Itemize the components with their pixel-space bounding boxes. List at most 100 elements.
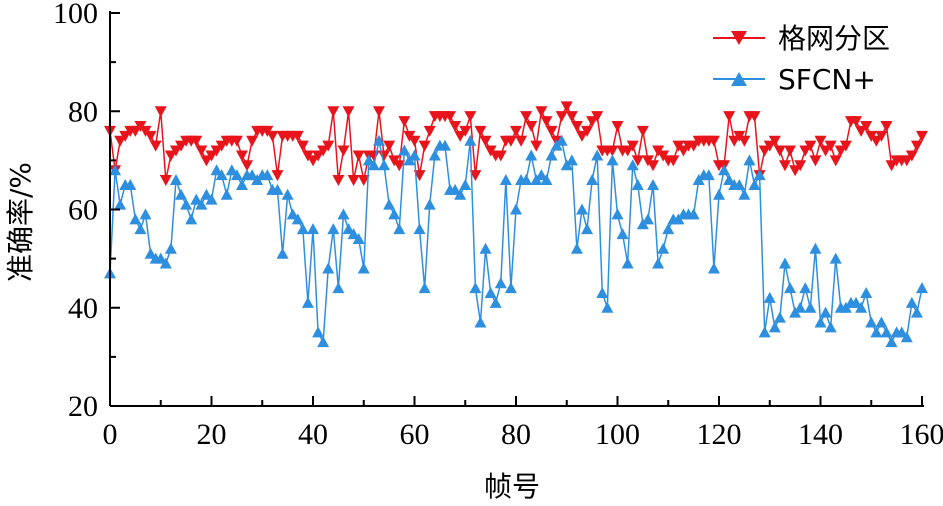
- data-point: [312, 150, 325, 162]
- data-point: [626, 159, 639, 171]
- data-point: [525, 120, 538, 132]
- data-point: [169, 174, 182, 186]
- data-point: [575, 203, 588, 215]
- data-point: [281, 188, 294, 200]
- x-tick-label: 80: [501, 418, 531, 451]
- data-point: [428, 149, 441, 161]
- data-point: [768, 321, 781, 333]
- data-point: [230, 135, 243, 147]
- data-point: [164, 150, 177, 162]
- data-point: [515, 135, 528, 147]
- data-point: [322, 140, 335, 152]
- data-point: [662, 223, 675, 235]
- data-point: [271, 170, 284, 182]
- data-point: [885, 160, 898, 172]
- data-point: [276, 247, 289, 259]
- data-point: [423, 125, 436, 137]
- data-point: [144, 130, 157, 142]
- data-point: [484, 287, 497, 299]
- data-point: [200, 188, 213, 200]
- data-point: [829, 252, 842, 264]
- data-point: [718, 164, 731, 176]
- data-point: [378, 159, 391, 171]
- data-point: [479, 242, 492, 254]
- data-point: [307, 223, 319, 235]
- x-tick-label: 160: [900, 418, 943, 451]
- data-point: [834, 145, 847, 157]
- data-point: [444, 111, 457, 123]
- data-point: [631, 178, 644, 190]
- data-point: [195, 145, 208, 157]
- data-point: [175, 188, 188, 200]
- data-point: [631, 155, 644, 167]
- data-point: [347, 175, 360, 187]
- x-tick-label: 120: [697, 418, 742, 451]
- data-point: [423, 198, 436, 210]
- data-point: [819, 306, 832, 318]
- data-point: [758, 145, 771, 157]
- data-point: [738, 135, 751, 147]
- data-point: [464, 111, 477, 123]
- data-point: [555, 134, 568, 146]
- data-point: [494, 150, 507, 162]
- data-point: [778, 160, 791, 172]
- data-point: [809, 155, 822, 167]
- data-point: [489, 296, 502, 308]
- data-point: [789, 165, 802, 177]
- data-point: [535, 106, 548, 118]
- data-point: [114, 198, 127, 210]
- data-point: [885, 336, 898, 348]
- data-point: [621, 257, 634, 269]
- data-point: [154, 106, 167, 118]
- y-tick-label: 60: [68, 194, 98, 227]
- data-point: [860, 287, 873, 299]
- data-point: [413, 170, 426, 182]
- data-point: [910, 140, 923, 152]
- data-point: [388, 208, 401, 220]
- data-point: [393, 160, 406, 172]
- data-point: [301, 296, 314, 308]
- data-point: [190, 135, 203, 147]
- data-point: [910, 306, 923, 318]
- data-point: [352, 150, 365, 162]
- data-point: [784, 282, 797, 294]
- data-point: [875, 316, 888, 328]
- data-point: [210, 145, 223, 157]
- data-point: [119, 130, 132, 142]
- data-point: [545, 125, 558, 137]
- data-point: [383, 140, 396, 152]
- data-point: [210, 164, 223, 176]
- data-point: [342, 223, 355, 235]
- data-point: [773, 145, 786, 157]
- data-point: [215, 140, 228, 152]
- data-point: [606, 154, 619, 166]
- data-point: [763, 291, 776, 303]
- data-point: [129, 213, 142, 225]
- data-point: [504, 282, 517, 294]
- data-point: [707, 135, 720, 147]
- data-point: [342, 106, 355, 118]
- data-point: [169, 145, 182, 157]
- data-point: [540, 116, 553, 128]
- data-point: [647, 160, 660, 172]
- data-point: [261, 169, 274, 181]
- data-point: [814, 316, 827, 328]
- data-point: [687, 208, 700, 220]
- data-point: [129, 125, 142, 137]
- legend-label-sfcn: SFCN+: [778, 63, 876, 96]
- data-point: [611, 208, 624, 220]
- data-point: [880, 326, 893, 338]
- data-point: [641, 213, 654, 225]
- data-point: [581, 223, 594, 235]
- data-point: [393, 223, 406, 235]
- data-point: [895, 326, 908, 338]
- data-point: [540, 174, 553, 186]
- x-tick-label: 20: [197, 418, 227, 451]
- series-grid-partition: [104, 101, 928, 187]
- data-point: [591, 149, 604, 161]
- data-point: [824, 140, 837, 152]
- data-point: [337, 145, 350, 157]
- legend-marker-sfcn: [731, 72, 747, 86]
